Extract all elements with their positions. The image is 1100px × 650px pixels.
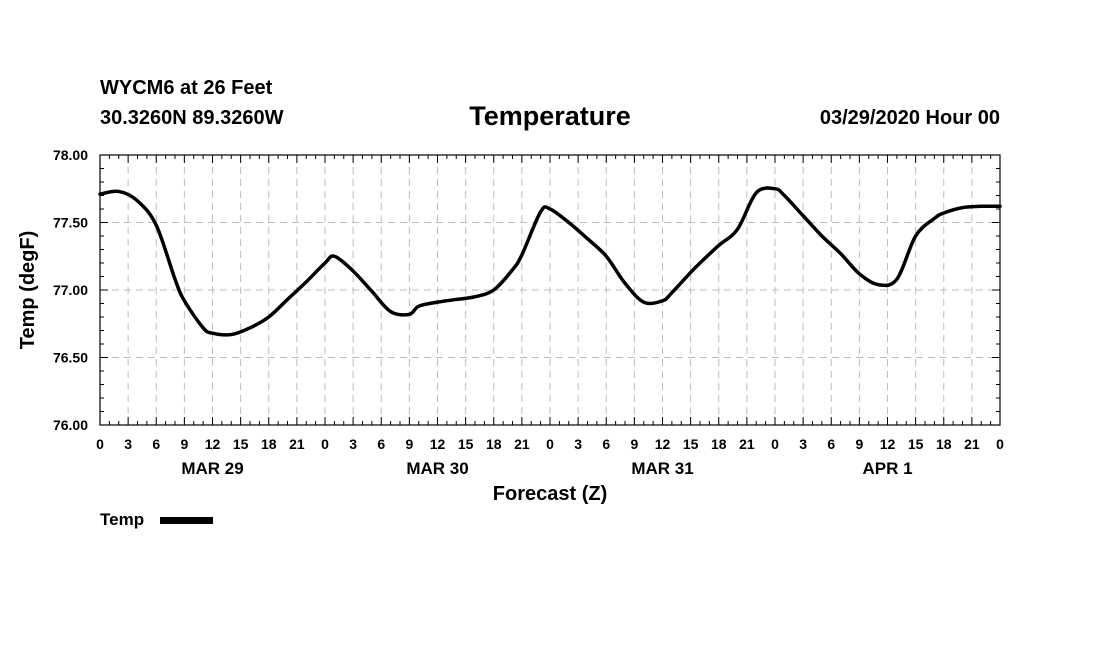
y-tick-label: 77.00 xyxy=(53,282,88,298)
axis-ticks xyxy=(99,154,1001,426)
x-tick-label: 0 xyxy=(96,436,104,452)
legend: Temp xyxy=(100,510,213,529)
x-tick-label: 6 xyxy=(602,436,610,452)
x-axis-tick-labels: 0 3 6 9 12 15 18 21 0 3 6 9 12 15 18 21 0 3 6 9 12 15 18 21 0 3 6 9… xyxy=(96,436,1004,452)
y-tick-label: 77.50 xyxy=(53,215,88,231)
coordinates-label: 30.3260N 89.3260W xyxy=(100,107,284,129)
y-axis-label: Temp (degF) xyxy=(17,231,39,350)
chart-title: Temperature xyxy=(469,101,631,131)
x-axis-day-labels: MAR 29 MAR 30 MAR 31 APR 1 xyxy=(181,459,912,478)
day-label: MAR 30 xyxy=(406,459,468,478)
x-tick-label: 9 xyxy=(180,436,188,452)
x-tick-label: 21 xyxy=(514,436,530,452)
x-tick-label: 12 xyxy=(655,436,671,452)
x-tick-label: 3 xyxy=(799,436,807,452)
x-tick-label: 3 xyxy=(349,436,357,452)
x-tick-label: 12 xyxy=(430,436,446,452)
x-tick-label: 9 xyxy=(855,436,863,452)
grid-lines xyxy=(100,155,1000,425)
x-tick-label: 9 xyxy=(630,436,638,452)
x-tick-label: 15 xyxy=(683,436,699,452)
x-tick-label: 6 xyxy=(152,436,160,452)
x-tick-label: 18 xyxy=(936,436,952,452)
day-label: MAR 29 xyxy=(181,459,243,478)
day-label: MAR 31 xyxy=(631,459,693,478)
x-tick-label: 12 xyxy=(205,436,221,452)
x-tick-label: 12 xyxy=(880,436,896,452)
x-tick-label: 6 xyxy=(827,436,835,452)
x-tick-label: 15 xyxy=(233,436,249,452)
x-tick-label: 3 xyxy=(574,436,582,452)
legend-label: Temp xyxy=(100,510,144,529)
x-tick-label: 21 xyxy=(289,436,305,452)
x-tick-label: 0 xyxy=(771,436,779,452)
x-axis-label: Forecast (Z) xyxy=(493,483,607,505)
y-axis-tick-labels: 76.00 76.50 77.00 77.50 78.00 xyxy=(53,147,88,433)
x-tick-label: 6 xyxy=(377,436,385,452)
x-tick-label: 18 xyxy=(486,436,502,452)
series-layer xyxy=(98,186,1002,337)
x-tick-label: 18 xyxy=(261,436,277,452)
x-tick-label: 21 xyxy=(964,436,980,452)
y-tick-label: 76.00 xyxy=(53,417,88,433)
x-tick-label: 15 xyxy=(908,436,924,452)
y-tick-label: 76.50 xyxy=(53,350,88,366)
x-tick-label: 0 xyxy=(996,436,1004,452)
x-tick-label: 9 xyxy=(405,436,413,452)
x-tick-label: 15 xyxy=(458,436,474,452)
x-tick-label: 0 xyxy=(321,436,329,452)
forecast-datetime: 03/29/2020 Hour 00 xyxy=(820,107,1000,129)
day-label: APR 1 xyxy=(862,459,912,478)
x-tick-label: 0 xyxy=(546,436,554,452)
x-tick-label: 21 xyxy=(739,436,755,452)
station-label: WYCM6 at 26 Feet xyxy=(100,77,273,99)
x-tick-label: 3 xyxy=(124,436,132,452)
series-line-temp xyxy=(98,186,1002,337)
y-tick-label: 78.00 xyxy=(53,147,88,163)
legend-swatch xyxy=(160,517,213,524)
x-tick-label: 18 xyxy=(711,436,727,452)
